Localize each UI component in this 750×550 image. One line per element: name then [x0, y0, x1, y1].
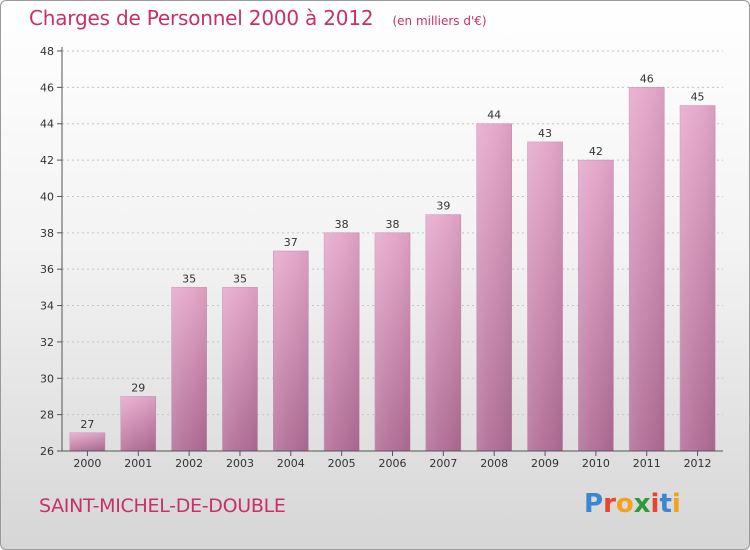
title-row: Charges de Personnel 2000 à 2012 (en mil…: [29, 6, 487, 30]
bar-shine: [273, 251, 309, 451]
x-tick-label: 2006: [379, 457, 407, 470]
bar-shine: [578, 160, 614, 451]
logo-letter: i: [671, 489, 681, 519]
x-tick-label: 2004: [277, 457, 305, 470]
data-label: 39: [436, 200, 450, 213]
data-label: 37: [284, 236, 298, 249]
y-tick-label: 28: [40, 409, 54, 422]
proxiti-logo: Proxiti: [584, 489, 681, 519]
y-tick-label: 48: [40, 45, 54, 58]
bar-shine: [476, 123, 512, 452]
data-label: 43: [538, 127, 552, 140]
y-tick-label: 46: [40, 81, 54, 94]
bar-shine: [324, 232, 360, 451]
x-tick-label: 2008: [480, 457, 508, 470]
y-tick-label: 42: [40, 154, 54, 167]
bar-shine: [425, 214, 461, 451]
y-tick-label: 44: [40, 118, 54, 131]
chart-subtitle: (en milliers d'€): [392, 14, 487, 28]
x-tick-label: 2001: [124, 457, 152, 470]
logo-letter: t: [659, 489, 672, 519]
x-tick-label: 2009: [531, 457, 559, 470]
data-label: 45: [691, 91, 705, 104]
x-tick-label: 2003: [226, 457, 254, 470]
bar-shine: [69, 432, 105, 451]
x-tick-label: 2000: [73, 457, 101, 470]
logo-letter: r: [603, 489, 616, 519]
logo-letter: x: [633, 489, 651, 519]
y-tick-label: 38: [40, 227, 54, 240]
bar-shine: [374, 232, 411, 451]
data-label: 38: [335, 218, 349, 231]
data-label: 35: [182, 272, 196, 285]
bar-shine: [222, 287, 258, 451]
axes: 26 28 30 32 34 36 38 40 42 44 46 48 2000 2001 2002 2003…: [40, 45, 723, 470]
x-tick-label: 2002: [175, 457, 203, 470]
chart-title: Charges de Personnel 2000 à 2012: [29, 6, 374, 30]
data-label: 27: [80, 418, 94, 431]
location-name: SAINT-MICHEL-DE-DOUBLE: [39, 495, 286, 517]
bars: 27 29 35 35 37 38 38 39 44 43 42 46 45: [69, 72, 716, 452]
logo-letter: o: [615, 489, 634, 519]
data-label: 44: [487, 109, 501, 122]
x-tick-label: 2010: [582, 457, 610, 470]
x-tick-label: 2007: [429, 457, 457, 470]
bar-shine: [527, 141, 563, 451]
y-tick-label: 36: [40, 263, 54, 276]
bar-shine: [120, 396, 156, 451]
data-label: 46: [640, 72, 654, 85]
bar-shine: [629, 87, 665, 451]
x-tick-label: 2012: [684, 457, 712, 470]
data-label: 29: [131, 381, 145, 394]
data-label: 35: [233, 272, 247, 285]
data-label: 42: [589, 145, 603, 158]
data-label: 38: [386, 218, 400, 231]
x-tick-label: 2005: [328, 457, 356, 470]
y-tick-label: 40: [40, 190, 54, 203]
logo-letter: i: [650, 489, 660, 519]
logo-letter: P: [584, 489, 604, 519]
y-tick-label: 34: [40, 300, 54, 313]
y-tick-label: 30: [40, 372, 54, 385]
x-tick-label: 2011: [633, 457, 661, 470]
bar-shine: [171, 287, 207, 451]
bar-shine: [680, 105, 716, 451]
y-tick-label: 26: [40, 445, 54, 458]
y-tick-label: 32: [40, 336, 54, 349]
